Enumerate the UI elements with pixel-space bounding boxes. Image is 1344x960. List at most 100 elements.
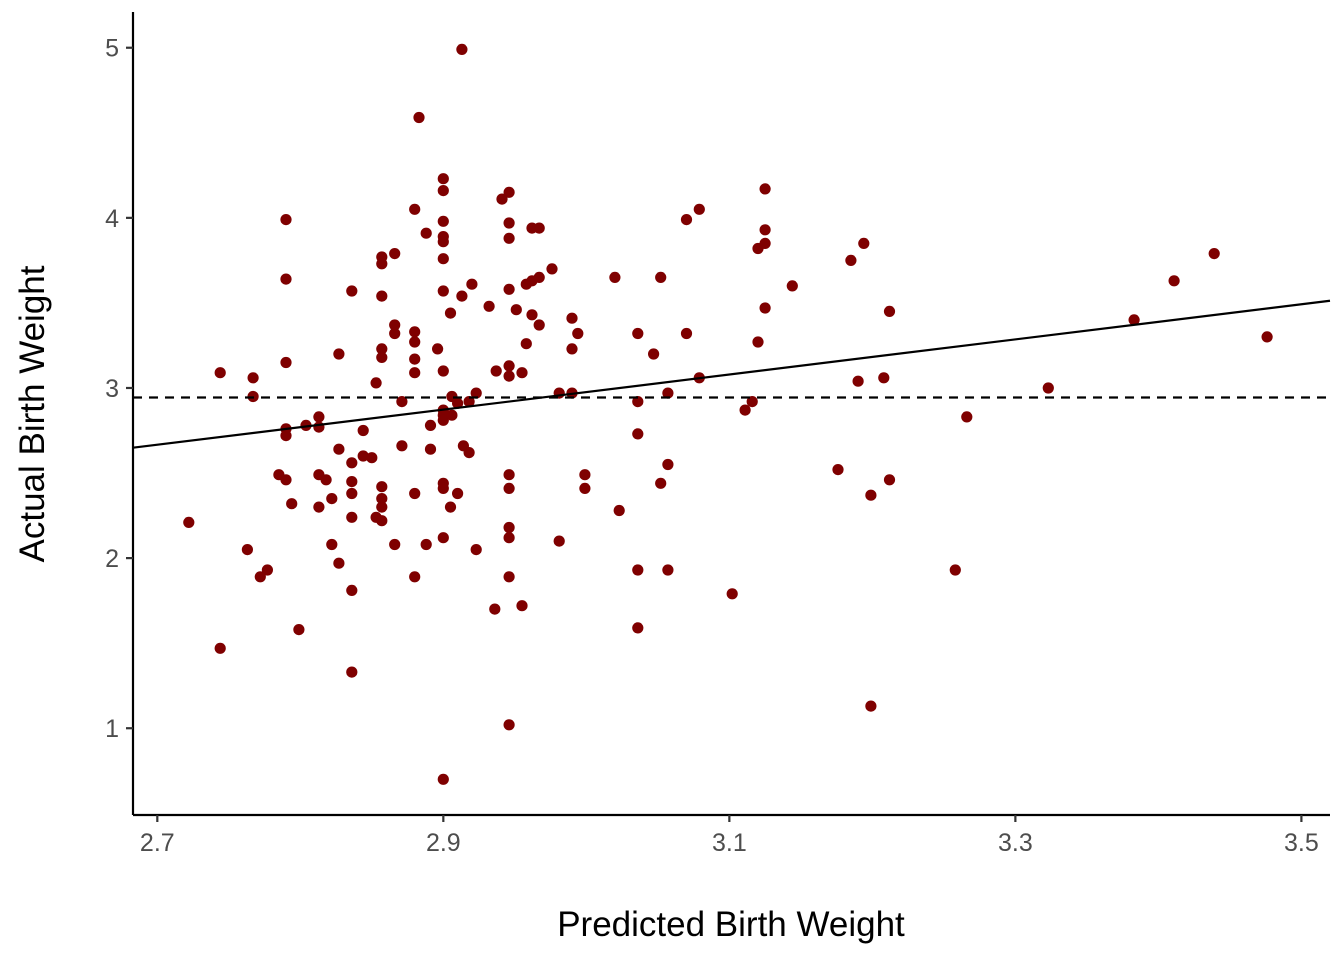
data-point [254,571,266,583]
data-point [786,280,798,292]
data-point [662,564,674,576]
data-point [739,404,751,416]
data-point [878,372,890,384]
data-point [1042,382,1054,394]
data-point [313,501,325,513]
data-point [437,365,449,377]
data-point [437,285,449,297]
data-point [376,481,388,493]
x-tick-label: 2.7 [140,829,175,857]
data-point [470,387,482,399]
data-point [437,253,449,265]
data-point [326,538,338,551]
data-point [865,489,877,501]
data-point [1261,331,1273,343]
data-point [437,482,449,494]
data-point [313,421,325,433]
data-point [470,544,482,556]
data-point [420,538,432,551]
data-point [949,564,961,576]
data-point [376,290,388,302]
data-point [437,532,449,544]
data-point [437,173,449,185]
data-point [865,700,877,712]
data-point [503,469,515,481]
data-point [280,430,292,442]
data-point [516,367,528,379]
data-point [579,469,591,481]
data-point [396,396,408,408]
data-point [632,622,644,634]
data-point [546,263,558,275]
data-point [463,396,475,408]
data-point [437,414,449,426]
data-point [346,511,358,523]
data-point [572,327,584,340]
data-point [655,271,667,283]
data-point [214,367,226,379]
y-tick-label: 3 [105,375,119,403]
data-point [437,215,449,227]
data-point [326,493,338,505]
data-point [510,304,522,316]
data-point [366,452,378,464]
data-point [466,278,478,290]
x-tick-label: 3.3 [998,829,1033,857]
data-point [456,43,468,56]
data-point [526,309,538,321]
data-point [516,600,528,612]
data-point [662,458,674,471]
data-point [346,666,358,678]
data-point [503,532,515,544]
data-point [389,538,401,551]
data-point [503,521,515,534]
data-point [346,584,358,597]
data-point [370,377,382,389]
x-tick-label: 3.5 [1284,829,1319,857]
data-point [503,283,515,295]
data-point [759,224,771,236]
x-tick-label: 2.9 [426,829,461,857]
data-point [346,476,358,488]
data-point [183,516,195,529]
data-point [503,232,515,244]
data-point [852,375,864,387]
data-point [293,624,305,636]
data-point [613,504,625,517]
data-point [424,419,437,431]
data-point [609,271,621,283]
x-axis-title: Predicted Birth Weight [557,905,905,944]
data-point [357,424,369,437]
data-point [693,203,705,215]
data-point [1168,275,1180,287]
data-point [662,387,674,399]
y-tick-label: 1 [105,715,119,743]
data-point [503,217,515,229]
data-point [444,307,457,319]
data-point [533,222,545,234]
data-point [648,348,660,360]
data-point [746,396,758,408]
data-point [346,487,358,500]
data-point [437,236,449,248]
data-point [376,501,388,513]
data-point [420,227,432,239]
data-point [503,360,515,372]
data-point [409,336,421,348]
data-point [280,273,292,285]
data-point [389,248,401,260]
data-point [432,343,444,355]
data-point [483,300,495,312]
plot-area [132,43,1331,785]
data-point [752,336,764,348]
data-point [533,271,545,283]
data-point [409,571,421,583]
data-point [424,443,437,455]
data-point [333,443,345,455]
data-point [346,285,358,297]
data-point [376,515,388,527]
data-point [759,302,771,314]
data-point [286,498,298,510]
data-point [520,338,532,350]
